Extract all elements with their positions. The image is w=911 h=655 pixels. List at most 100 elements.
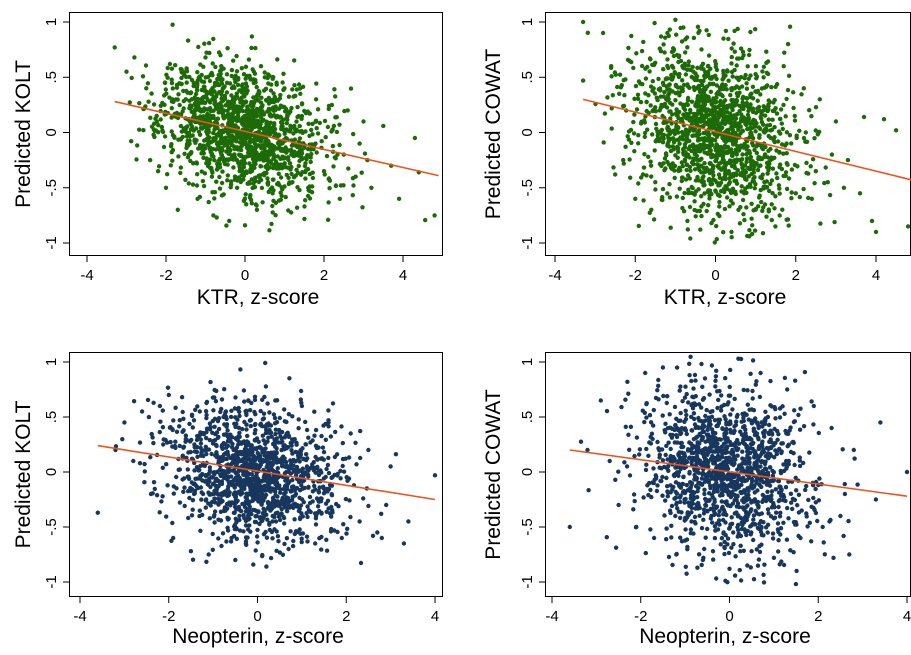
data-point	[695, 174, 700, 180]
data-point	[190, 507, 195, 512]
data-point	[294, 205, 300, 210]
data-point	[204, 95, 209, 101]
data-point	[686, 400, 691, 405]
data-point	[319, 470, 324, 475]
data-point	[760, 172, 765, 177]
data-point	[186, 181, 191, 186]
data-point	[685, 45, 690, 50]
data-point	[231, 454, 236, 459]
data-point	[234, 104, 239, 109]
data-point	[623, 144, 628, 149]
data-point	[255, 97, 260, 103]
data-point	[273, 431, 278, 437]
data-point	[237, 88, 242, 93]
data-point	[762, 85, 767, 90]
data-point	[315, 107, 321, 112]
data-point	[642, 130, 648, 136]
data-point	[315, 504, 321, 509]
data-point	[254, 203, 259, 208]
data-point	[134, 157, 139, 162]
data-point	[185, 38, 191, 43]
data-point	[724, 160, 730, 166]
data-point	[705, 151, 710, 156]
data-point	[764, 49, 769, 54]
y-tick-label: -1	[43, 236, 60, 249]
data-point	[648, 84, 654, 89]
data-point	[756, 195, 762, 200]
data-point	[268, 555, 274, 561]
data-point	[235, 117, 240, 122]
data-point	[629, 33, 634, 39]
data-point	[162, 134, 168, 139]
data-point	[277, 517, 283, 523]
data-point	[194, 85, 200, 90]
data-point	[351, 183, 356, 188]
data-point	[667, 27, 672, 32]
data-point	[252, 394, 258, 399]
data-point	[205, 111, 210, 117]
data-point	[205, 142, 211, 148]
data-point	[338, 476, 343, 481]
data-point	[246, 481, 251, 487]
data-point	[344, 531, 349, 536]
data-point	[647, 69, 652, 74]
data-point	[760, 69, 765, 74]
data-point	[240, 463, 245, 469]
data-point	[306, 474, 311, 479]
data-point	[232, 177, 237, 182]
data-point	[769, 202, 774, 207]
data-point	[670, 562, 675, 568]
data-point	[817, 129, 822, 134]
data-point	[327, 482, 333, 488]
data-point	[181, 70, 186, 75]
data-point	[251, 562, 256, 567]
data-point	[165, 65, 170, 71]
data-point	[266, 500, 271, 505]
data-point	[224, 501, 230, 507]
data-point	[173, 62, 178, 68]
data-point	[673, 91, 678, 96]
data-point	[286, 546, 291, 552]
data-point	[314, 150, 319, 155]
data-point	[246, 449, 251, 455]
data-point	[337, 122, 342, 127]
data-point	[239, 83, 245, 88]
data-point	[678, 410, 683, 416]
data-point	[728, 367, 733, 373]
data-point	[304, 534, 310, 539]
data-point	[663, 77, 668, 82]
data-point	[216, 110, 221, 115]
data-point	[174, 82, 180, 88]
data-point	[160, 408, 165, 413]
data-point	[215, 435, 221, 440]
data-point	[680, 147, 686, 152]
data-point	[784, 151, 789, 156]
data-point	[141, 128, 146, 133]
data-point	[289, 443, 294, 448]
x-tick-label: 0	[253, 608, 261, 625]
data-point	[337, 196, 342, 201]
data-point	[189, 513, 195, 518]
data-point	[225, 178, 230, 183]
data-point	[694, 153, 700, 159]
data-point	[232, 97, 237, 102]
data-point	[206, 552, 211, 557]
points-layer	[112, 22, 437, 233]
data-point	[310, 462, 315, 467]
data-point	[747, 47, 752, 53]
data-point	[795, 503, 800, 508]
data-point	[326, 424, 331, 429]
data-point	[784, 186, 790, 192]
y-axis-title: Predicted KOLT	[12, 400, 35, 548]
data-point	[216, 50, 222, 55]
data-point	[273, 474, 278, 480]
fit-line	[97, 444, 436, 501]
data-point	[259, 185, 265, 191]
data-point	[663, 421, 668, 426]
data-point	[268, 423, 274, 428]
data-point	[240, 426, 245, 432]
data-point	[723, 139, 728, 145]
data-point	[282, 165, 288, 170]
data-point	[197, 433, 202, 438]
data-point	[813, 105, 819, 110]
